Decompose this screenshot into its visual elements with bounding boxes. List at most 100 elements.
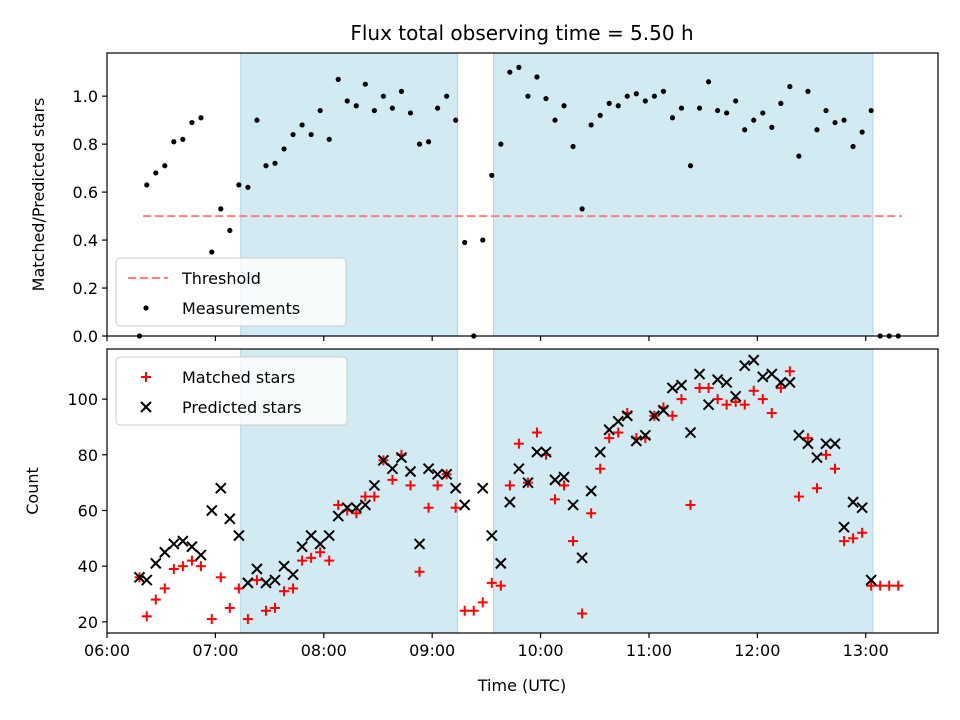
matched-stars-point: [405, 480, 416, 491]
predicted-stars-point-b: [413, 538, 426, 550]
y-tick-label: 0.2: [73, 279, 98, 298]
predicted-stars-point: [738, 359, 751, 372]
predicted-stars-point-b: [458, 499, 471, 511]
predicted-stars-point: [224, 513, 236, 525]
predicted-stars-point-b: [838, 521, 850, 533]
predicted-stars-point: [648, 410, 661, 422]
legend-label: Measurements: [182, 299, 300, 318]
measurement-point: [742, 127, 748, 133]
top-panel: 0.0 0.2 0.4 0.6 0.8 1.0 Matched/Predicted star…: [29, 52, 939, 346]
predicted-stars-point: [150, 557, 162, 570]
observing-window-2: [493, 349, 873, 633]
matched-stars-point: [586, 508, 597, 519]
predicted-stars-point: [603, 424, 615, 436]
matched-stars-point: [739, 399, 750, 410]
matched-stars-point: [685, 499, 696, 510]
predicted-stars-point: [657, 404, 670, 416]
predicted-stars-point-b: [332, 510, 344, 522]
matched-stars-point: [577, 608, 588, 619]
predicted-stars-point: [422, 463, 435, 475]
predicted-stars-point: [359, 499, 372, 511]
predicted-stars-point-b: [296, 540, 308, 553]
matched-stars-point: [820, 449, 831, 460]
predicted-stars-point-b: [865, 574, 877, 586]
predicted-stars-point-b: [729, 390, 742, 403]
predicted-stars-point-b: [350, 501, 363, 514]
predicted-stars-point: [404, 465, 417, 478]
measurement-point: [144, 182, 150, 188]
matched-stars-point: [251, 575, 262, 586]
predicted-stars-point: [766, 368, 778, 380]
predicted-stars-point-b: [141, 574, 153, 586]
measurement-point: [534, 74, 540, 80]
measurement-point: [724, 110, 730, 116]
matched-stars-point: [486, 577, 497, 588]
measurement-point: [850, 143, 856, 150]
predicted-stars-point: [377, 454, 390, 467]
y-tick-label: 0.4: [73, 231, 98, 250]
measurement-point: [299, 122, 305, 128]
predicted-stars-point-b: [666, 382, 679, 394]
predicted-stars-point: [314, 538, 326, 550]
measurement-point: [660, 88, 667, 94]
x-tick-label: 13:00: [843, 641, 889, 660]
measurement-point: [444, 93, 450, 99]
bottom-axes-frame: [106, 348, 939, 634]
predicted-stars-point: [251, 563, 263, 575]
predicted-stars-point-b: [359, 499, 372, 511]
legend-swatch: [143, 305, 149, 311]
predicted-stars-point: [838, 521, 850, 533]
predicted-stars-point: [865, 574, 877, 586]
predicted-stars-point: [287, 568, 299, 581]
predicted-stars-point-b: [630, 435, 643, 447]
measurement-point: [272, 160, 278, 166]
matched-stars-point: [315, 547, 326, 558]
measurement-point: [769, 124, 775, 130]
predicted-stars-point: [702, 398, 715, 411]
predicted-stars-point-b: [576, 552, 588, 564]
measurement-point: [543, 95, 549, 102]
predicted-stars-point: [206, 504, 218, 517]
predicted-stars-point: [847, 496, 859, 508]
matched-stars-point: [866, 580, 877, 591]
measurement-point: [236, 182, 242, 188]
predicted-stars-point: [811, 451, 823, 464]
measurement-point: [189, 119, 195, 126]
predicted-stars-point-b: [260, 577, 272, 589]
measurement-point: [281, 146, 287, 152]
matched-stars-point: [242, 614, 253, 625]
measurement-point: [344, 98, 350, 104]
predicted-stars-point-b: [486, 529, 498, 542]
predicted-stars-point: [332, 510, 344, 522]
predicted-stars-point-b: [215, 482, 227, 494]
measurement-point: [678, 105, 685, 111]
matched-stars-point: [875, 580, 886, 591]
matched-stars-point: [504, 480, 515, 491]
predicted-stars-point-b: [540, 446, 552, 458]
matched-stars-point: [531, 427, 542, 438]
measurement-point: [308, 131, 314, 138]
predicted-stars-point-b: [422, 463, 435, 475]
matched-stars-point: [297, 555, 308, 566]
predicted-stars-point: [323, 529, 335, 542]
matched-stars-point: [387, 474, 398, 485]
measurement-point: [787, 83, 793, 90]
measurement-point: [480, 237, 486, 243]
measurement-point: [371, 107, 377, 114]
predicted-stars-point-b: [811, 451, 823, 464]
measurement-point: [162, 163, 168, 169]
measurement-point: [669, 115, 676, 121]
predicted-stars-point-b: [233, 529, 245, 542]
matched-stars-point: [477, 597, 488, 608]
matched-stars-point: [270, 602, 281, 613]
predicted-stars-point: [440, 468, 453, 481]
predicted-stars-point-b: [738, 359, 751, 372]
predicted-stars-point: [195, 549, 207, 561]
matched-stars-point: [450, 502, 461, 513]
predicted-stars-point: [168, 538, 180, 550]
predicted-stars-point-b: [440, 468, 453, 481]
measurement-point: [651, 93, 657, 99]
predicted-stars-point: [431, 468, 444, 481]
matched-stars-point: [676, 394, 687, 405]
measurement-point: [687, 163, 694, 169]
